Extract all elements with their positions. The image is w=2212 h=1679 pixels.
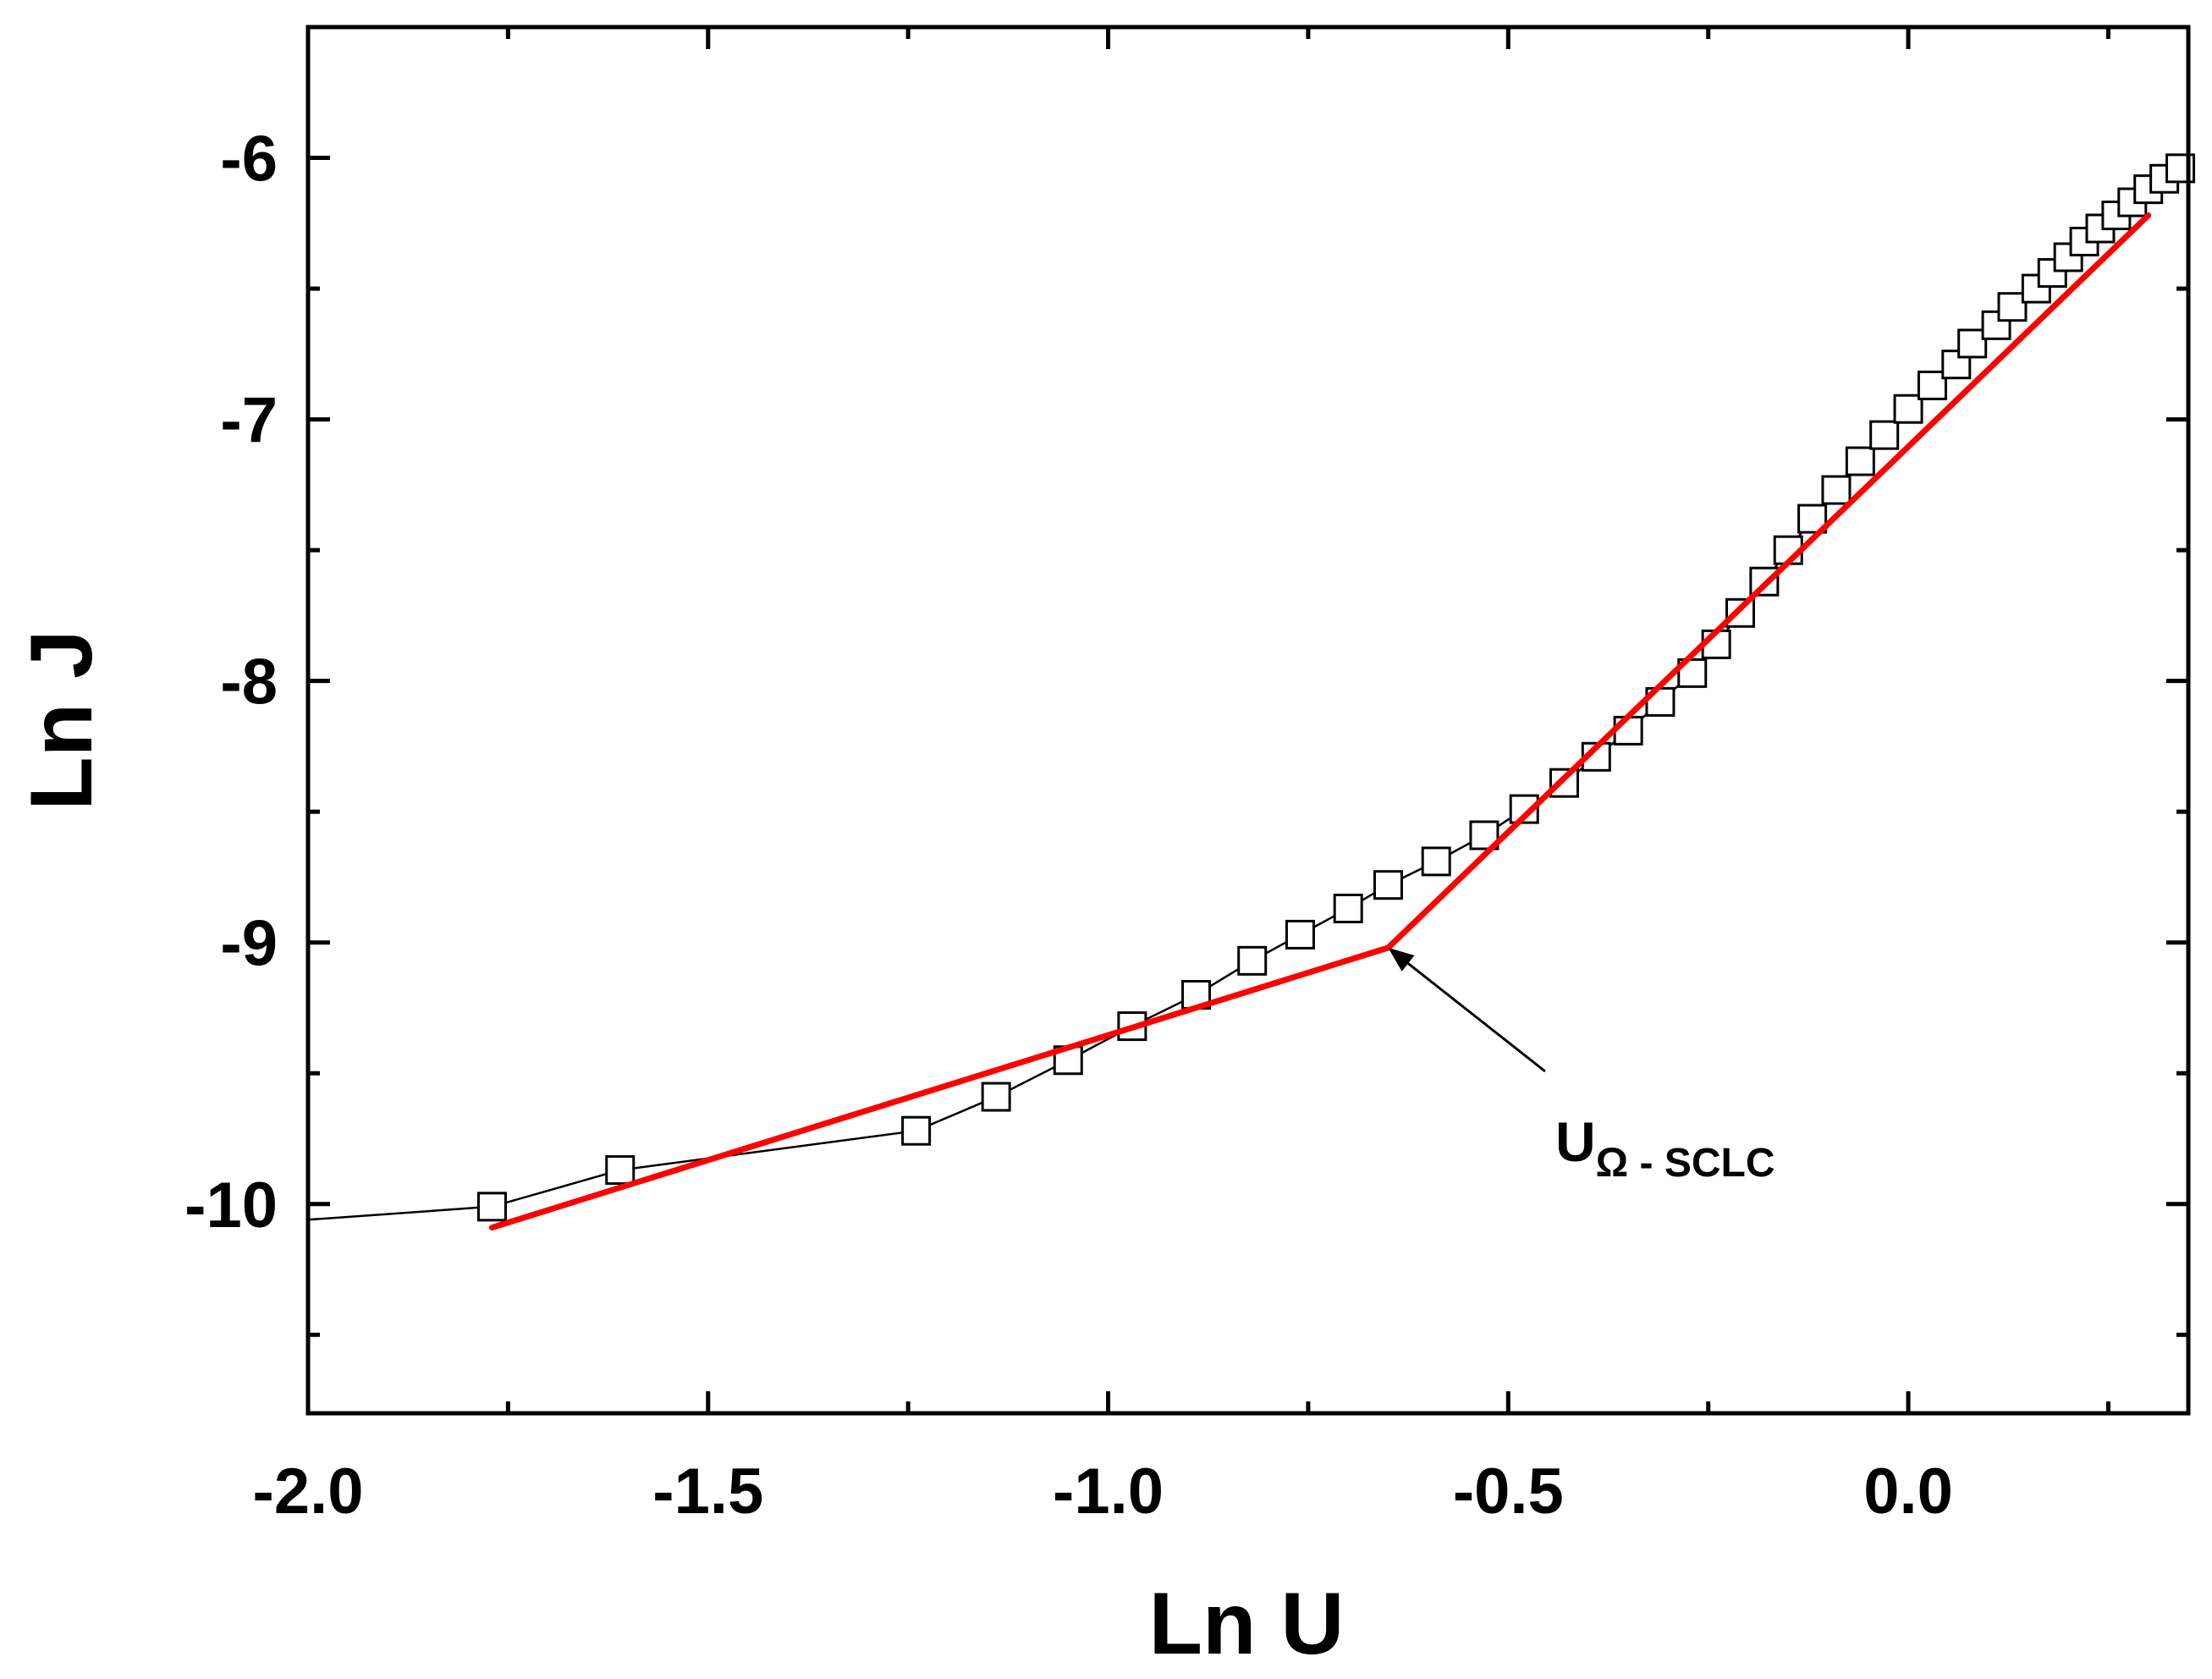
fit-line [488, 944, 1391, 1231]
x-tick-label: 0.0 [1863, 1456, 1953, 1528]
data-point-marker [1333, 894, 1363, 924]
data-point-marker [981, 1082, 1011, 1112]
data-point-marker [1421, 846, 1451, 877]
data-point-marker [1869, 420, 1900, 450]
y-tick-label: -9 [220, 908, 278, 980]
major-ticks [305, 27, 2188, 1413]
data-point-marker [1845, 446, 1875, 476]
data-point-marker [1893, 394, 1923, 424]
y-axis-label: Ln J [13, 630, 111, 811]
data-line [307, 167, 2182, 1221]
x-tick-label: -2.0 [253, 1456, 364, 1528]
data-point-marker [1373, 870, 1403, 900]
data-point-marker [1957, 328, 1988, 359]
y-tick-label: -6 [220, 124, 278, 195]
x-axis-label: Ln U [1148, 1575, 1344, 1673]
x-tick-label: -0.5 [1453, 1456, 1564, 1528]
y-tick-label: -10 [184, 1170, 278, 1241]
annotation-label: UΩ - SCLC [1555, 1110, 1775, 1186]
data-point-marker [1997, 292, 2028, 322]
data-point-marker [1613, 715, 1643, 746]
data-point-marker [605, 1155, 636, 1186]
data-point-marker [1677, 658, 1708, 688]
x-tick-label: -1.5 [652, 1456, 763, 1528]
data-point-marker [2021, 273, 2051, 304]
plot-frame [305, 25, 2191, 1416]
x-tick-label: -1.0 [1053, 1456, 1164, 1528]
data-point-marker [1821, 475, 1852, 505]
minor-ticks [308, 27, 2188, 1413]
data-series-line [307, 167, 2182, 1221]
annotation: UΩ - SCLC [1388, 947, 1775, 1186]
tick-labels: -2.0 -1.5 -1.0 -0.5 0.0 -10 -9 -8 -7 -6 [184, 124, 1953, 1528]
data-point-marker [476, 1192, 507, 1222]
data-point-marker [1917, 370, 1947, 400]
y-tick-label: -8 [220, 647, 278, 718]
data-point-marker [1549, 768, 1579, 798]
data-point-marker [1469, 820, 1499, 851]
data-point-marker [1237, 945, 1268, 976]
annotation-arrow [1407, 962, 1546, 1073]
y-tick-label: -7 [220, 385, 278, 457]
fit-lines [488, 212, 2152, 1231]
fit-line [1384, 212, 2152, 951]
annotation-label-main: U [1555, 1110, 1596, 1173]
markers [476, 153, 2196, 1222]
data-point-marker [1285, 919, 1315, 950]
annotation-label-subscript: Ω - SCLC [1596, 1141, 1775, 1186]
annotation-arrowhead [1388, 947, 1415, 972]
data-point-marker [901, 1115, 932, 1146]
